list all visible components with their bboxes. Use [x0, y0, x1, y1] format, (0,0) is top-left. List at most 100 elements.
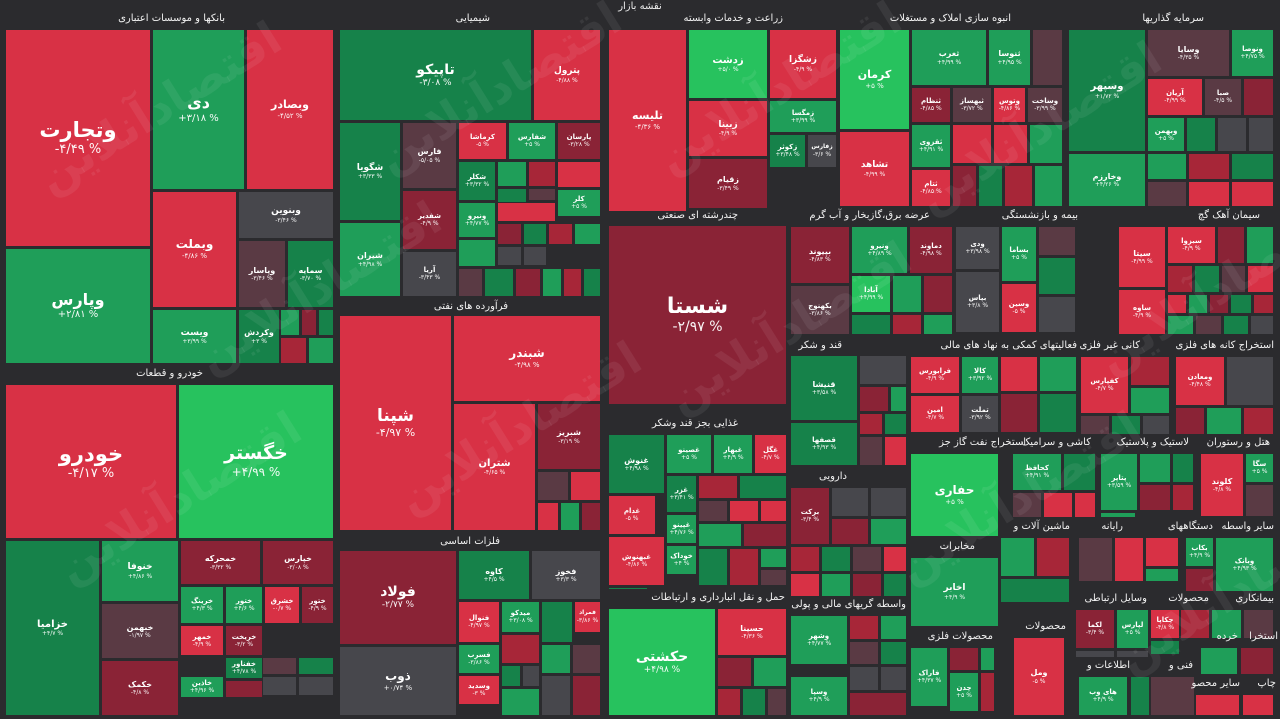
stock-cell[interactable]	[952, 124, 992, 164]
stock-tile[interactable]: خپارس -۳/۰۸ %	[262, 540, 334, 585]
stock-cell[interactable]	[1172, 453, 1194, 483]
stock-tile[interactable]: پارسان -۳/۲۸ %	[557, 122, 601, 160]
stock-cell[interactable]	[1246, 226, 1274, 264]
stock-cell[interactable]	[698, 500, 728, 522]
stock-tile[interactable]: وتوس -۴/۸۶ %	[993, 87, 1026, 123]
stock-tile[interactable]: وپارس +۲/۸۱ %	[5, 248, 151, 364]
stock-tile[interactable]: غدام -۵ %	[608, 495, 656, 535]
stock-cell[interactable]	[1175, 407, 1205, 435]
stock-cell[interactable]	[1139, 453, 1171, 483]
stock-tile[interactable]: وبصادر -۴/۵۲ %	[246, 29, 334, 190]
stock-tile[interactable]: خفناور +۴/۷۸ %	[225, 657, 263, 679]
stock-cell[interactable]	[753, 657, 787, 687]
stock-cell[interactable]	[225, 680, 263, 698]
stock-cell[interactable]	[1194, 265, 1220, 293]
stock-cell[interactable]	[849, 615, 879, 640]
stock-cell[interactable]	[1230, 294, 1252, 314]
stock-cell[interactable]	[1147, 153, 1187, 180]
stock-cell[interactable]	[484, 268, 514, 297]
stock-cell[interactable]	[528, 161, 556, 187]
stock-tile[interactable]: بکهنوج -۳/۸۶ %	[790, 285, 850, 335]
stock-cell[interactable]	[859, 413, 883, 435]
stock-tile[interactable]: تشاهد -۴/۹۹ %	[839, 131, 910, 207]
stock-cell[interactable]	[1038, 257, 1076, 295]
stock-tile[interactable]: وساخت -۳/۹۹ %	[1027, 87, 1063, 123]
stock-cell[interactable]	[884, 413, 907, 435]
stock-cell[interactable]	[851, 314, 891, 335]
stock-tile[interactable]: فارس -۵/۰۵ %	[402, 122, 457, 189]
stock-tile[interactable]: غگل -۴/۷ %	[754, 434, 787, 474]
stock-cell[interactable]	[1209, 294, 1229, 314]
stock-tile[interactable]: غپینو +۴/۷۶ %	[666, 514, 697, 544]
stock-cell[interactable]	[729, 548, 759, 586]
stock-cell[interactable]	[262, 657, 297, 675]
stock-cell[interactable]	[890, 386, 907, 412]
stock-cell[interactable]	[1078, 537, 1113, 582]
stock-tile[interactable]: میدکو +۳/۰۸ %	[501, 601, 540, 633]
stock-tile[interactable]: وبملت -۴/۸۶ %	[152, 191, 237, 308]
stock-tile[interactable]: های وب +۴/۹ %	[1078, 676, 1128, 716]
stock-tile[interactable]: زقیام -۳/۴۹ %	[688, 158, 768, 209]
stock-tile[interactable]: قنیشا +۳/۵۸ %	[790, 355, 858, 421]
stock-cell[interactable]	[1217, 117, 1247, 152]
stock-tile[interactable]: شستا -۲/۹۷ %	[608, 225, 787, 405]
stock-tile[interactable]: فسرب -۳/۸۶ %	[458, 644, 500, 674]
stock-tile[interactable]: خکمک -۴/۸ %	[101, 660, 179, 716]
stock-cell[interactable]	[952, 165, 977, 207]
stock-cell[interactable]	[859, 386, 889, 412]
stock-cell[interactable]	[1211, 609, 1242, 639]
stock-tile[interactable]: دی +۳/۱۸ %	[152, 29, 245, 190]
stock-tile[interactable]: فخوز +۳/۳ %	[531, 550, 601, 600]
stock-cell[interactable]	[501, 688, 540, 716]
stock-cell[interactable]	[978, 165, 1003, 207]
stock-tile[interactable]: خمهر -۴/۹ %	[180, 625, 224, 656]
stock-tile[interactable]: خریخت -۳/۲ %	[225, 625, 263, 656]
stock-cell[interactable]	[880, 615, 907, 640]
stock-tile[interactable]: ثقزوی +۴/۹۱ %	[911, 124, 951, 168]
stock-cell[interactable]	[717, 657, 752, 687]
stock-cell[interactable]	[515, 268, 541, 297]
stock-cell[interactable]	[1150, 640, 1180, 655]
stock-tile[interactable]: وبنوین -۳/۴۶ %	[238, 191, 334, 239]
stock-tile[interactable]: تاپیکو -۳/۰۸ %	[339, 29, 532, 121]
stock-tile[interactable]: کالا +۳/۹۲ %	[961, 356, 999, 394]
stock-tile[interactable]: غبهار +۴/۹ %	[713, 434, 753, 474]
stock-cell[interactable]	[541, 675, 571, 716]
stock-tile[interactable]: بپیوند -۴/۸۳ %	[790, 226, 850, 284]
stock-cell[interactable]	[528, 188, 556, 201]
stock-cell[interactable]	[743, 523, 787, 547]
stock-cell[interactable]	[760, 548, 787, 568]
stock-cell[interactable]	[1195, 694, 1240, 716]
stock-tile[interactable]: فمراد -۳/۸۶ %	[574, 601, 601, 633]
stock-tile[interactable]: شبریز -۳/۱۹ %	[537, 403, 601, 470]
stock-tile[interactable]: سگا +۵ %	[1245, 453, 1274, 483]
stock-tile[interactable]: ونیرو +۴/۷۷ %	[458, 202, 496, 238]
stock-cell[interactable]	[1074, 492, 1096, 518]
stock-tile[interactable]: سبزوا -۴/۹ %	[1167, 226, 1216, 264]
stock-tile[interactable]: چکاپا -۴/۸ %	[1150, 609, 1180, 639]
stock-cell[interactable]	[1217, 226, 1245, 264]
stock-cell[interactable]	[1114, 537, 1144, 582]
stock-tile[interactable]: ویست +۳/۹۹ %	[152, 309, 237, 364]
stock-cell[interactable]	[1116, 650, 1149, 658]
stock-cell[interactable]	[1243, 407, 1274, 435]
stock-tile[interactable]: ساوه -۴/۹ %	[1118, 289, 1166, 335]
stock-tile[interactable]: کلر +۵ %	[557, 189, 601, 217]
stock-cell[interactable]	[923, 275, 953, 313]
stock-cell[interactable]	[1180, 609, 1210, 639]
stock-tile[interactable]: سمایه -۳/۷۰ %	[287, 240, 334, 308]
stock-cell[interactable]	[849, 641, 879, 665]
stock-tile[interactable]: وبهمن +۵ %	[1147, 117, 1185, 152]
stock-tile[interactable]: ثنوسا +۴/۹۵ %	[988, 29, 1031, 86]
stock-cell[interactable]	[570, 471, 601, 501]
stock-cell[interactable]	[831, 487, 869, 517]
stock-tile[interactable]: خزامیا +۴/۷ %	[5, 540, 100, 716]
stock-cell[interactable]	[790, 573, 820, 597]
stock-cell[interactable]	[1111, 415, 1141, 435]
stock-cell[interactable]	[1223, 315, 1249, 335]
stock-tile[interactable]: فنوال -۴/۹۷ %	[458, 601, 500, 643]
stock-cell[interactable]	[821, 573, 851, 597]
stock-cell[interactable]	[1185, 568, 1214, 592]
stock-tile[interactable]: تملت -۳/۹۲ %	[961, 395, 999, 433]
stock-cell[interactable]	[548, 223, 573, 245]
